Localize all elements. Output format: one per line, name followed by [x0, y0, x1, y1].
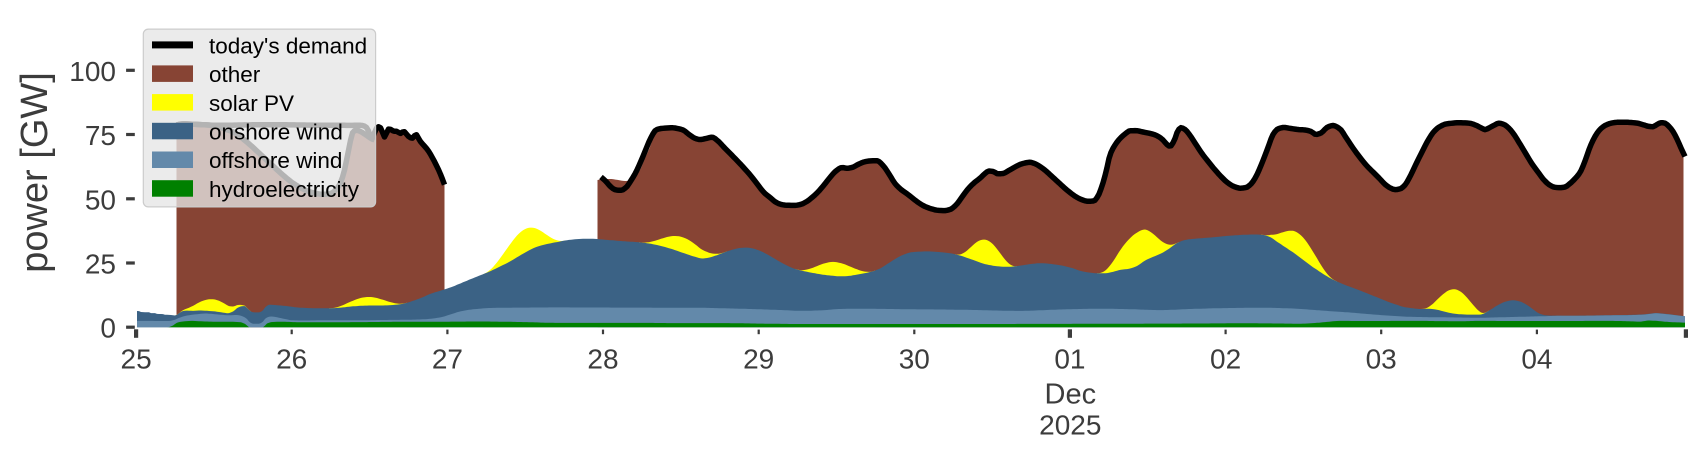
svg-text:01: 01 [1054, 344, 1085, 375]
svg-text:02: 02 [1210, 344, 1241, 375]
svg-text:25: 25 [85, 249, 116, 280]
svg-text:04: 04 [1521, 344, 1552, 375]
svg-text:solar PV: solar PV [209, 91, 294, 116]
svg-text:25: 25 [121, 344, 152, 375]
svg-text:onshore wind: onshore wind [209, 120, 343, 145]
svg-text:today's demand: today's demand [209, 33, 367, 58]
svg-text:30: 30 [899, 344, 930, 375]
svg-text:50: 50 [85, 184, 116, 215]
svg-text:29: 29 [743, 344, 774, 375]
svg-text:offshore wind: offshore wind [209, 148, 342, 173]
svg-text:power [GW]: power [GW] [14, 72, 56, 273]
svg-text:75: 75 [85, 120, 116, 151]
svg-text:Dec: Dec [1045, 379, 1097, 411]
svg-text:100: 100 [69, 56, 116, 87]
svg-text:other: other [209, 62, 261, 87]
svg-text:hydroelectricity: hydroelectricity [209, 177, 360, 202]
svg-text:03: 03 [1366, 344, 1397, 375]
svg-text:28: 28 [587, 344, 618, 375]
svg-text:0: 0 [100, 313, 116, 344]
svg-text:26: 26 [276, 344, 307, 375]
svg-text:2025: 2025 [1039, 410, 1101, 441]
svg-text:27: 27 [432, 344, 463, 375]
